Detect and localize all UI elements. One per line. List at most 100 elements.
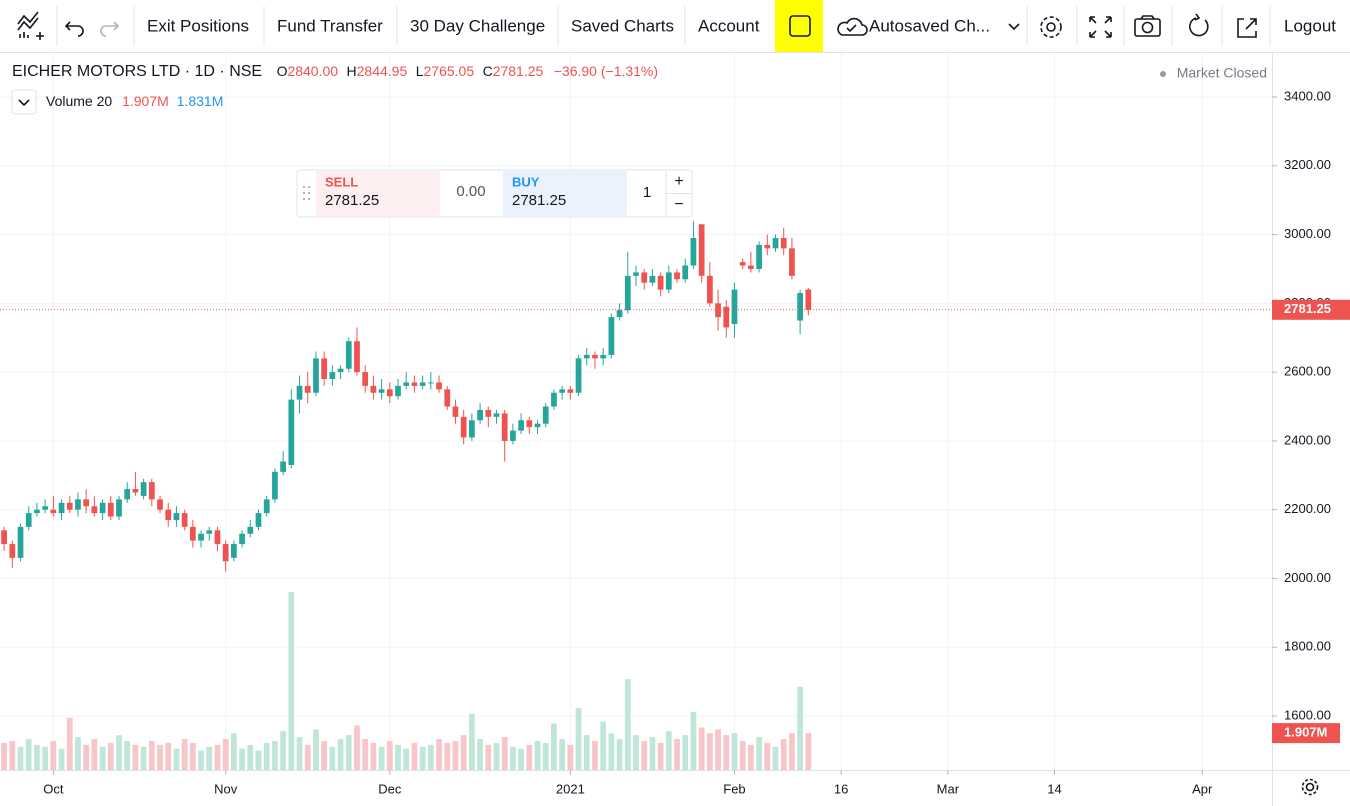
candle-body [567,389,574,393]
volume-bar [748,744,754,770]
volume-bar [674,739,680,770]
redo-icon[interactable] [100,21,120,37]
candle-body [698,224,705,276]
volume-bar [329,746,336,770]
layout-name[interactable]: Autosaved Ch... [869,16,990,35]
candle-body [25,513,32,527]
toolbar-button[interactable]: Exit Positions [147,16,249,35]
drag-handle[interactable] [303,186,310,200]
ohlc-value: 2781.25 [493,63,544,79]
qty-minus[interactable]: − [674,196,683,213]
volume-bar [682,735,689,770]
indicators-icon[interactable] [17,11,44,40]
fullscreen-icon[interactable] [1089,16,1112,38]
dropdown-icon[interactable] [1008,23,1020,31]
candle-body [723,306,730,328]
candle-body [370,385,377,393]
candle-body [756,244,762,269]
candle-body [181,513,188,527]
candle-body [559,389,566,393]
candle-body [706,275,713,304]
candle-body [731,289,738,324]
volume-layer [1,592,812,770]
toolbar-button[interactable]: Fund Transfer [277,16,383,35]
volume-bar [362,739,369,770]
quantity[interactable]: 1 [643,184,651,201]
volume-bar [419,746,426,770]
volume-bar [460,735,467,770]
candle-body [624,275,631,311]
status-dot [1160,71,1166,77]
popout-icon[interactable] [1237,18,1257,38]
refresh-icon[interactable] [1189,13,1209,37]
volume-bar [91,739,98,770]
volume-bar [510,746,516,770]
candle-body [304,385,311,393]
volume-bar [649,737,656,770]
candle-body [296,385,303,400]
volume-bar [485,744,492,770]
x-tick-label: Dec [378,781,402,796]
candle-body [633,272,639,276]
volume-bar [280,731,286,770]
y-tick-label: 2400.00 [1284,432,1331,447]
candle-body [9,544,16,558]
sell-button[interactable] [316,171,440,216]
toolbar-button[interactable]: Saved Charts [571,16,674,35]
volume-bar [608,733,615,770]
candle-body [592,354,598,359]
y-tick-label: 2000.00 [1284,570,1331,585]
volume-bar [518,748,524,770]
y-tick-label: 2600.00 [1284,364,1331,379]
candle-body [354,341,360,373]
volume-bar [633,735,639,770]
camera-icon[interactable] [1134,15,1161,37]
candle-body [17,526,24,558]
highlight-button[interactable] [775,0,823,52]
volume-bar [296,737,303,770]
volume-bar [157,744,163,770]
logout-button[interactable]: Logout [1284,16,1336,35]
candle-body [542,406,549,424]
x-tick-label: 2021 [556,781,585,796]
candle-body [641,272,648,283]
volume-bar [247,744,254,770]
settings-icon[interactable] [1040,16,1062,38]
undo-icon[interactable] [64,21,84,37]
y-tick-label: 3200.00 [1284,157,1331,172]
toolbar-button[interactable]: 30 Day Challenge [410,16,545,35]
collapse-button[interactable] [11,89,37,115]
ohlc-key: L [416,63,424,79]
candle-body [132,489,139,493]
candle-body [321,358,328,380]
candle-body [444,389,451,407]
candle-body [403,382,410,386]
candle-body [649,275,656,283]
volume-bar [239,748,245,770]
candle-body [485,409,492,417]
volume-bar [140,746,147,770]
candle-body [510,430,516,441]
chart-settings-icon[interactable] [1301,778,1319,796]
candle-body [42,506,49,510]
toolbar-button[interactable]: Account [698,16,760,35]
volume-bar [222,739,229,770]
volume-bar [386,740,393,770]
buy-button[interactable] [503,171,627,216]
candle-body [715,303,721,318]
candle-body [386,389,393,397]
last-price-tag [1272,299,1350,320]
volume-bar [665,731,672,770]
candle-body [493,413,500,417]
volume-bar [551,723,557,770]
y-tick-label: 2200.00 [1284,501,1331,516]
volume-bar [501,737,508,770]
candle-body [329,372,336,380]
qty-plus[interactable]: + [674,173,683,190]
volume-bar [739,740,746,770]
volume-bar [66,717,73,770]
volume-bar [42,746,49,770]
volume-bar [83,744,90,770]
legend: EICHER MOTORS LTD · 1D · NSE O2840.00 H2… [12,63,658,81]
volume-bar [731,733,738,770]
